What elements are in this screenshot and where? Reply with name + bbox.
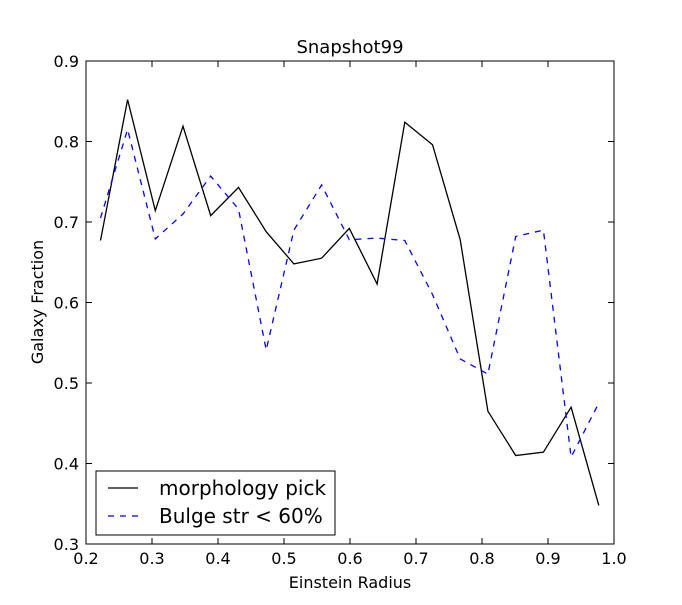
y-tick-label: 0.7 bbox=[54, 213, 79, 232]
y-tick-label: 0.8 bbox=[54, 133, 79, 152]
x-tick-label: 0.3 bbox=[139, 549, 164, 568]
x-tick-label: 0.2 bbox=[73, 549, 98, 568]
chart-title: Snapshot99 bbox=[296, 37, 403, 58]
legend: morphology pick Bulge str < 60% bbox=[95, 470, 336, 536]
y-tick-label: 0.6 bbox=[54, 294, 79, 313]
ticks-layer: 0.2 0.3 0.4 0.5 0.6 0.7 0.8 0.9 1.00.30.40.50.60… bbox=[54, 52, 627, 568]
x-tick-label: 0.6 bbox=[337, 549, 362, 568]
legend-label-bulge-str: Bulge str < 60% bbox=[159, 504, 323, 528]
x-tick-label: 0.5 bbox=[271, 549, 296, 568]
legend-label-morphology-pick: morphology pick bbox=[159, 476, 326, 500]
y-tick-label: 0.3 bbox=[54, 535, 79, 554]
x-tick-label: 1.0 bbox=[601, 549, 626, 568]
x-axis-label: Einstein Radius bbox=[289, 573, 411, 592]
x-tick-label: 0.9 bbox=[535, 549, 560, 568]
x-tick-label: 0.7 bbox=[403, 549, 428, 568]
series-line-1 bbox=[99, 126, 600, 460]
x-tick-label: 0.4 bbox=[205, 549, 230, 568]
series-line-0 bbox=[99, 99, 600, 506]
y-tick-label: 0.4 bbox=[54, 455, 79, 474]
x-tick-label: 0.8 bbox=[469, 549, 494, 568]
y-axis-label: Galaxy Fraction bbox=[28, 240, 47, 364]
legend-box bbox=[95, 470, 336, 536]
y-tick-label: 0.5 bbox=[54, 374, 79, 393]
series-layer bbox=[99, 99, 600, 506]
y-tick-label: 0.9 bbox=[54, 52, 79, 71]
